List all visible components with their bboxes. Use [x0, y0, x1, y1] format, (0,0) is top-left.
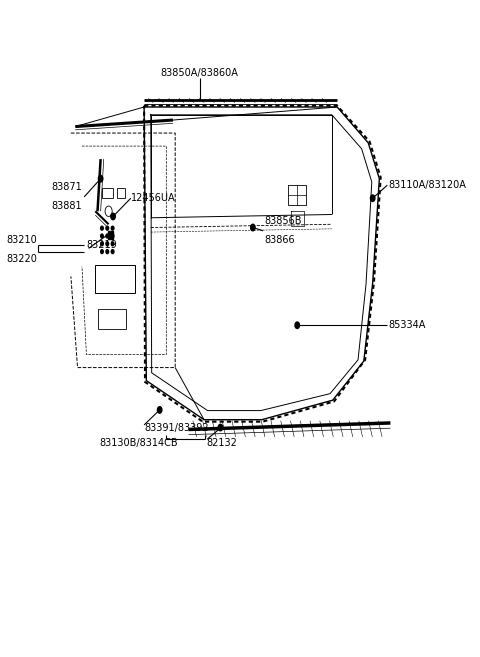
Circle shape — [111, 234, 114, 238]
Text: 83110A/83120A: 83110A/83120A — [388, 180, 466, 190]
Circle shape — [106, 234, 108, 238]
Circle shape — [295, 322, 300, 328]
Circle shape — [251, 224, 255, 231]
Text: 83881: 83881 — [51, 202, 82, 212]
Text: 82132: 82132 — [206, 438, 237, 447]
Bar — [97, 309, 126, 328]
Text: 83856B: 83856B — [264, 216, 301, 226]
Circle shape — [106, 226, 108, 230]
Bar — [96, 265, 135, 292]
Circle shape — [101, 234, 103, 238]
Circle shape — [111, 213, 115, 219]
Circle shape — [101, 250, 103, 254]
Circle shape — [101, 226, 103, 230]
Circle shape — [101, 242, 103, 246]
Text: 12456UA: 12456UA — [131, 193, 175, 203]
Text: 83130B/8314CB: 83130B/8314CB — [100, 438, 179, 447]
Text: 83866: 83866 — [264, 235, 295, 245]
Circle shape — [157, 407, 162, 413]
Text: 83219: 83219 — [86, 240, 117, 250]
Circle shape — [371, 195, 375, 202]
Bar — [108, 231, 113, 238]
Text: 85334A: 85334A — [388, 320, 426, 330]
Text: 83850A/83860A: 83850A/83860A — [161, 68, 239, 78]
Bar — [117, 189, 125, 198]
Circle shape — [111, 226, 114, 230]
Text: 83220: 83220 — [7, 254, 37, 264]
Circle shape — [111, 242, 114, 246]
Circle shape — [111, 250, 114, 254]
Circle shape — [98, 175, 103, 182]
Text: 83210: 83210 — [7, 235, 37, 245]
Text: 83871: 83871 — [51, 182, 82, 192]
Bar — [102, 189, 113, 198]
Circle shape — [106, 250, 108, 254]
Circle shape — [106, 242, 108, 246]
Text: 83391/83392: 83391/83392 — [144, 422, 209, 432]
Circle shape — [218, 424, 223, 431]
